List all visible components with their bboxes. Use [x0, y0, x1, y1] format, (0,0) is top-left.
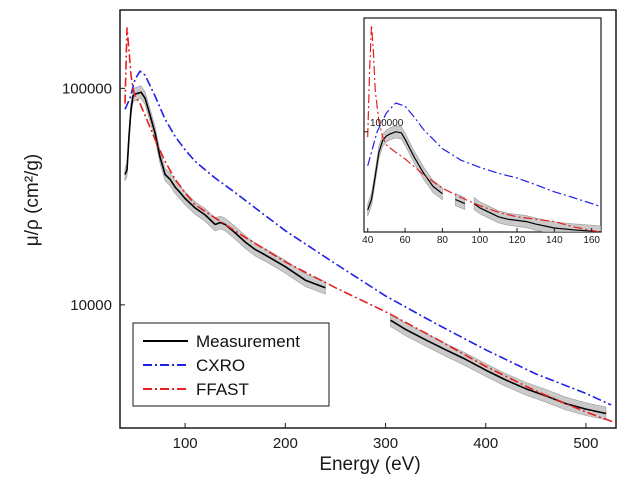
inset-x-tick-label-40: 40 — [362, 235, 374, 246]
main-band-measurement-0 — [124, 85, 326, 295]
main-y-tick-label-100000: 100000 — [62, 80, 112, 97]
inset-x-tick-label-160: 160 — [583, 235, 600, 246]
main-series-cxro — [124, 70, 612, 406]
main-y-tick-label-10000: 10000 — [70, 297, 112, 314]
y-axis-title: μ/ρ (cm²/g) — [22, 154, 43, 246]
inset-series-cxro — [367, 102, 601, 208]
main-x-tick-label-300: 300 — [373, 435, 398, 452]
inset-series-group — [367, 24, 601, 232]
inset-series-measurement-seg1 — [455, 198, 466, 205]
inset-plot-frame — [363, 17, 602, 233]
legend-label-ffast: FFAST — [196, 380, 249, 399]
x-axis-title: Energy (eV) — [319, 454, 420, 475]
legend-label-cxro: CXRO — [196, 356, 245, 375]
main-axes-group: 100 200 300 400 500 10000 100000 — [62, 80, 599, 452]
inset-series-measurement-seg2 — [473, 203, 601, 232]
legend-label-measurement: Measurement — [196, 332, 300, 351]
legend: Measurement CXRO FFAST — [132, 322, 330, 407]
main-x-tick-label-200: 200 — [273, 435, 298, 452]
main-x-tick-label-100: 100 — [173, 435, 198, 452]
inset-x-tick-label-120: 120 — [509, 235, 526, 246]
main-series-group — [124, 27, 616, 424]
inset-series-ffast — [367, 24, 601, 232]
inset-band-measurement-2 — [473, 196, 601, 232]
legend-entries: Measurement CXRO FFAST — [143, 332, 300, 399]
inset-axes-group: 40 60 80 100 120 140 160 100000 — [362, 118, 600, 246]
inset-x-tick-label-100: 100 — [471, 235, 488, 246]
inset-y-tick-label-100000: 100000 — [370, 118, 404, 129]
inset-x-tick-label-140: 140 — [546, 235, 563, 246]
inset-series-measurement-seg0 — [367, 131, 443, 211]
inset-band-measurement-0 — [367, 125, 443, 217]
inset-x-tick-label-60: 60 — [399, 235, 411, 246]
main-series-ffast — [124, 27, 616, 424]
main-x-tick-label-400: 400 — [473, 435, 498, 452]
inset-x-tick-label-80: 80 — [437, 235, 449, 246]
main-x-tick-label-500: 500 — [573, 435, 598, 452]
